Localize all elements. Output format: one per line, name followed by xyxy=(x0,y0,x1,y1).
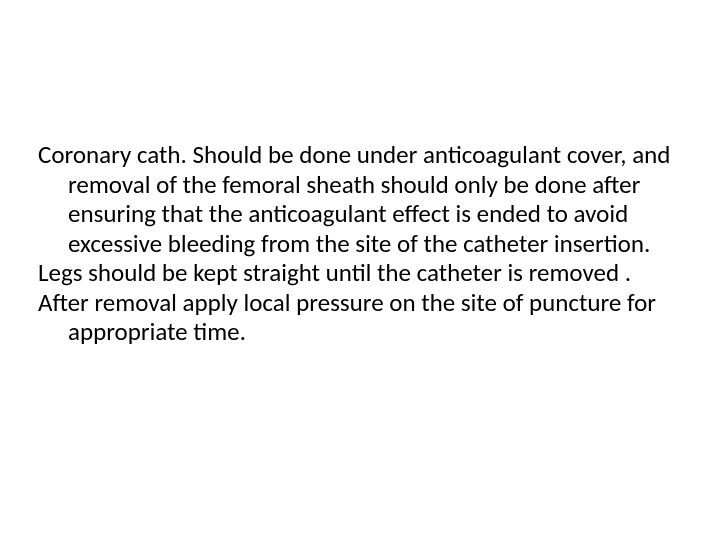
body-text-block: Coronary cath. Should be done under anti… xyxy=(38,140,682,347)
paragraph: Legs should be kept straight until the c… xyxy=(38,258,682,288)
paragraph: Coronary cath. Should be done under anti… xyxy=(38,140,682,258)
slide: Coronary cath. Should be done under anti… xyxy=(0,0,720,540)
paragraph: After removal apply local pressure on th… xyxy=(38,288,682,347)
